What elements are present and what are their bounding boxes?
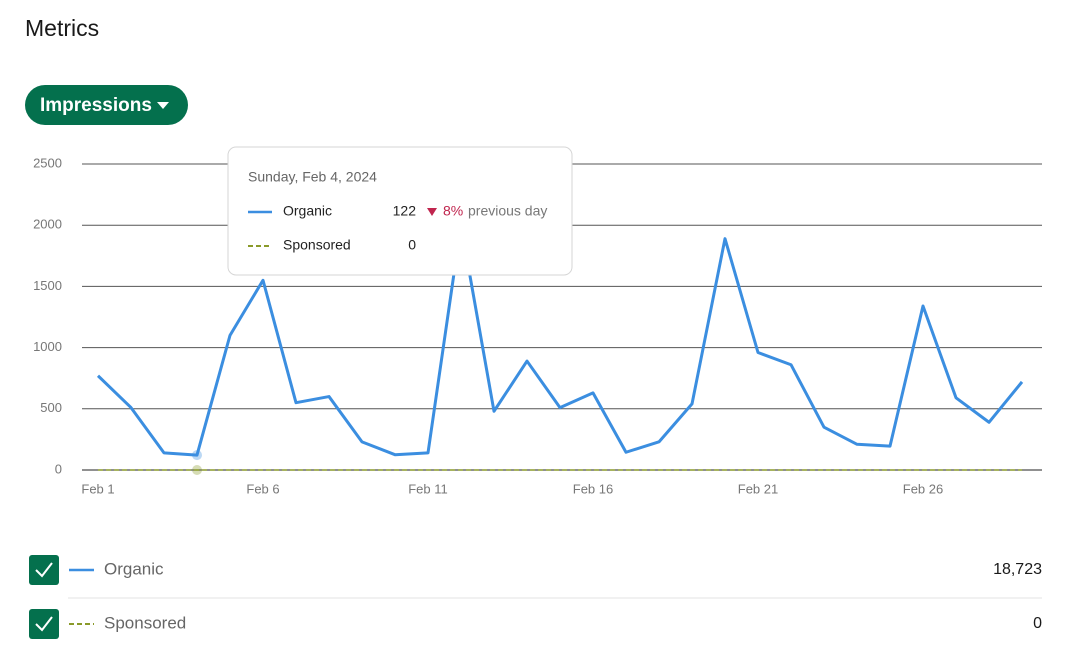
y-tick-label: 2000 bbox=[33, 217, 62, 232]
legend-total: 18,723 bbox=[993, 561, 1042, 578]
dropdown-label[interactable]: Impressions bbox=[40, 95, 152, 116]
tooltip-series-name: Sponsored bbox=[283, 237, 351, 253]
tooltip: Sunday, Feb 4, 2024 Organic 122 8% previ… bbox=[227, 146, 573, 276]
hover-point bbox=[192, 465, 202, 475]
legend-row[interactable]: Sponsored 0 bbox=[29, 609, 1042, 639]
legend-checkbox[interactable] bbox=[29, 609, 59, 639]
dropdown-caret[interactable] bbox=[157, 102, 169, 109]
legend-checkbox[interactable] bbox=[29, 555, 59, 585]
check-mark bbox=[35, 616, 53, 632]
x-tick-label: Feb 21 bbox=[738, 481, 778, 496]
y-tick-label: 1500 bbox=[33, 278, 62, 293]
check-mark bbox=[35, 562, 53, 578]
tooltip-value: 0 bbox=[408, 237, 416, 253]
tooltip-date: Sunday, Feb 4, 2024 bbox=[248, 169, 377, 185]
title: Metrics bbox=[25, 15, 99, 41]
dropdown-button[interactable] bbox=[25, 85, 188, 125]
y-tick-label: 500 bbox=[40, 400, 62, 415]
x-tick-label: Feb 1 bbox=[81, 481, 114, 496]
hover-point bbox=[192, 450, 202, 461]
tooltip-change: 8% bbox=[443, 203, 463, 219]
tooltip-box bbox=[227, 146, 573, 276]
legend-total: 0 bbox=[1033, 615, 1042, 632]
x-tick-label: Feb 16 bbox=[573, 481, 613, 496]
impressions-dropdown[interactable]: Impressions bbox=[25, 85, 188, 125]
x-tick-label: Feb 11 bbox=[408, 481, 448, 496]
x-tick-label: Feb 26 bbox=[903, 481, 943, 496]
legend-label: Organic bbox=[104, 559, 164, 578]
legend-row[interactable]: Organic 18,723 bbox=[29, 555, 1042, 585]
y-tick-label: 2500 bbox=[33, 155, 62, 170]
y-tick-label: 0 bbox=[55, 461, 62, 476]
series-line bbox=[96, 223, 1024, 457]
tooltip-change-note: previous day bbox=[468, 203, 547, 219]
down-arrow bbox=[427, 208, 437, 216]
tooltip-value: 122 bbox=[393, 203, 417, 219]
tooltip-series-name: Organic bbox=[283, 203, 332, 219]
legend-label: Sponsored bbox=[104, 613, 186, 632]
x-tick-label: Feb 6 bbox=[246, 481, 279, 496]
y-tick-label: 1000 bbox=[33, 339, 62, 354]
